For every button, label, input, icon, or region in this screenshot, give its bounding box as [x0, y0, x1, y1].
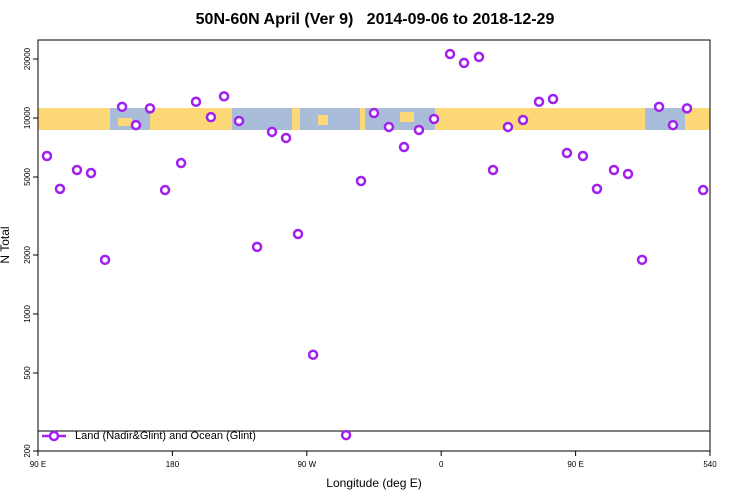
- point: [205, 111, 217, 123]
- point: [622, 168, 634, 180]
- point: [517, 114, 529, 126]
- point: [681, 103, 693, 114]
- point: [533, 96, 545, 108]
- point: [487, 164, 499, 176]
- point: [41, 150, 53, 162]
- plot-frame: [37, 39, 711, 452]
- y-tick-label: 20000: [23, 47, 32, 70]
- point: [355, 175, 367, 187]
- point: [130, 119, 142, 131]
- point: [413, 124, 425, 136]
- point: [667, 119, 679, 131]
- y-tick-label: 10000: [23, 106, 32, 129]
- x-tick-label: 180: [166, 460, 180, 469]
- point: [653, 101, 665, 113]
- point: [697, 184, 709, 196]
- y-tick-label: 1000: [23, 305, 32, 323]
- x-tick-label: 90 W: [297, 460, 316, 469]
- point: [428, 113, 440, 125]
- point: [218, 91, 230, 102]
- point: [251, 241, 263, 253]
- point: [280, 132, 292, 144]
- y-tick-label: 5000: [23, 168, 32, 186]
- point: [233, 115, 245, 127]
- point: [54, 183, 66, 195]
- point: [144, 103, 156, 114]
- point: [85, 167, 97, 179]
- point: [636, 254, 648, 266]
- point: [292, 228, 304, 240]
- point: [398, 141, 410, 153]
- point: [159, 184, 171, 196]
- x-tick-label: 90 E: [30, 460, 46, 469]
- point: [473, 51, 485, 63]
- point: [561, 147, 573, 159]
- point: [577, 150, 589, 162]
- point: [458, 57, 470, 69]
- point: [502, 121, 514, 133]
- x-tick-label: 540: [703, 460, 717, 469]
- point: [99, 254, 111, 266]
- point: [307, 349, 319, 360]
- x-tick-label: 90 E: [567, 460, 583, 469]
- point: [340, 429, 352, 441]
- point: [547, 93, 559, 105]
- point: [116, 101, 128, 113]
- point: [591, 183, 603, 195]
- point: [608, 164, 620, 176]
- y-tick-label: 500: [23, 366, 32, 380]
- y-tick-label: 200: [23, 444, 32, 458]
- y-tick-label: 2000: [23, 246, 32, 264]
- point: [71, 164, 83, 176]
- point: [190, 96, 202, 108]
- point: [266, 126, 278, 138]
- legend-label: Land (Nadir&Glint) and Ocean (Glint): [75, 430, 256, 442]
- x-tick-label: 0: [439, 460, 444, 469]
- chart-title: 50N-60N April (Ver 9) 2014-09-06 to 2018…: [196, 11, 555, 28]
- x-axis-label: Longitude (deg E): [326, 476, 421, 490]
- point: [444, 48, 456, 60]
- point: [175, 157, 187, 169]
- point: [368, 107, 380, 119]
- y-axis-label: N Total: [0, 226, 12, 263]
- map-band: [38, 108, 710, 130]
- point: [383, 121, 395, 133]
- legend-marker: [48, 430, 60, 442]
